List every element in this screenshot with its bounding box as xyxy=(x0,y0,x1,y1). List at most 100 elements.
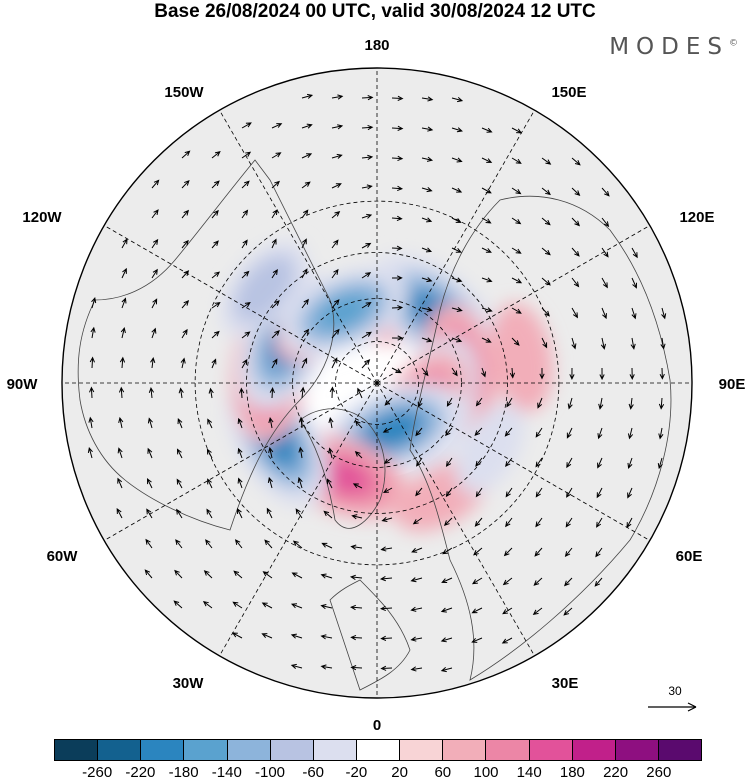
wind-vector xyxy=(298,446,304,459)
wind-vector xyxy=(151,209,159,219)
wind-vector xyxy=(205,539,213,549)
wind-vector xyxy=(601,247,609,258)
wind-vector xyxy=(328,447,334,459)
wind-vector xyxy=(120,326,126,339)
wind-vector xyxy=(121,267,127,279)
wind-vector xyxy=(411,547,423,553)
wind-vector xyxy=(301,153,313,159)
wind-vector xyxy=(301,268,308,279)
wind-vector xyxy=(121,238,128,249)
eurasia-coast xyxy=(409,195,672,681)
wind-vector xyxy=(350,634,363,641)
wind-vector xyxy=(471,577,483,585)
wind-vector xyxy=(534,547,543,557)
wind-vector xyxy=(661,307,667,320)
wind-vector xyxy=(451,187,463,193)
wind-vector xyxy=(658,397,665,410)
colorbar-segment xyxy=(572,740,616,760)
wind-vector xyxy=(350,665,363,671)
wind-vector xyxy=(599,367,605,381)
wind-vector xyxy=(629,367,635,380)
coastlines xyxy=(77,159,672,691)
colorbar-tick-label: 260 xyxy=(646,764,672,781)
colorbar-tick-label: 140 xyxy=(516,764,542,781)
wind-vector xyxy=(565,517,573,528)
lon-label-60e: 60E xyxy=(676,548,703,565)
wind-vector xyxy=(451,306,463,313)
reference-vector-head xyxy=(687,702,697,712)
wind-vector xyxy=(391,367,402,374)
wind-vector xyxy=(352,483,363,489)
wind-vector xyxy=(391,185,404,192)
wind-vector xyxy=(147,417,153,429)
wind-vector xyxy=(410,666,423,672)
wind-vector xyxy=(571,277,580,288)
wind-vector xyxy=(445,457,453,467)
wind-vector xyxy=(391,335,404,341)
wind-vector xyxy=(503,547,513,557)
wind-vector xyxy=(290,603,303,609)
wind-vector xyxy=(295,508,303,519)
wind-vector xyxy=(241,358,248,369)
wind-vector xyxy=(331,211,341,219)
wind-vector xyxy=(445,427,453,437)
wind-vector xyxy=(271,330,280,339)
wind-vector xyxy=(511,247,522,254)
meridian-line xyxy=(104,382,378,541)
wind-vector xyxy=(535,517,543,528)
wind-vector xyxy=(481,367,487,378)
wind-vector xyxy=(506,397,513,408)
wind-vector xyxy=(361,272,372,279)
wind-vector xyxy=(271,358,278,369)
colorbar-tick-label: 60 xyxy=(434,764,452,781)
wind-vector xyxy=(151,179,160,189)
colorbar-tick-label: -20 xyxy=(345,764,368,781)
wind-vector xyxy=(361,154,374,160)
colorbar-segment xyxy=(270,740,314,760)
wind-vector xyxy=(481,217,492,224)
colorbar-segment xyxy=(141,740,185,760)
wind-vector xyxy=(331,357,338,369)
wind-vector xyxy=(594,577,603,587)
colorbar-tick-label: -140 xyxy=(211,764,242,781)
wind-vector xyxy=(180,357,186,369)
wind-vector xyxy=(207,418,213,429)
wind-vector xyxy=(181,239,189,249)
wind-vector xyxy=(176,508,183,519)
meridian-line xyxy=(376,382,650,541)
wind-vector xyxy=(150,356,156,369)
meridian-line xyxy=(376,225,650,384)
wind-vector xyxy=(451,337,463,343)
wind-vector xyxy=(410,577,423,583)
wind-vector xyxy=(481,307,493,313)
wind-vector xyxy=(145,538,153,549)
wind-vector xyxy=(391,275,403,281)
wind-vector xyxy=(350,604,363,611)
lon-label-120e: 120E xyxy=(679,209,714,226)
wind-vector xyxy=(211,271,221,279)
wind-vector xyxy=(144,569,153,579)
wind-vector xyxy=(89,356,95,369)
wind-vector xyxy=(118,386,125,399)
lon-label-30w: 30W xyxy=(173,675,205,692)
wind-vector xyxy=(146,508,153,519)
wind-vector xyxy=(451,127,463,133)
wind-vector xyxy=(151,238,159,249)
wind-vector xyxy=(241,180,250,189)
lon-label-60w: 60W xyxy=(47,548,79,565)
wind-vector xyxy=(601,277,608,289)
wind-vector xyxy=(505,517,513,528)
wind-vector xyxy=(241,209,249,219)
colorbar xyxy=(54,739,702,761)
lon-label-90e: 90E xyxy=(719,376,746,393)
wind-vector xyxy=(471,637,483,643)
wind-vector xyxy=(262,571,273,579)
wind-vector xyxy=(181,209,190,219)
wind-vector xyxy=(571,307,578,319)
wind-vector xyxy=(271,269,278,279)
colorbar-tick-label: -220 xyxy=(125,764,156,781)
wind-vector xyxy=(331,268,339,279)
wind-vector xyxy=(361,302,372,309)
wind-vector xyxy=(481,127,493,133)
wind-vector xyxy=(301,238,307,249)
